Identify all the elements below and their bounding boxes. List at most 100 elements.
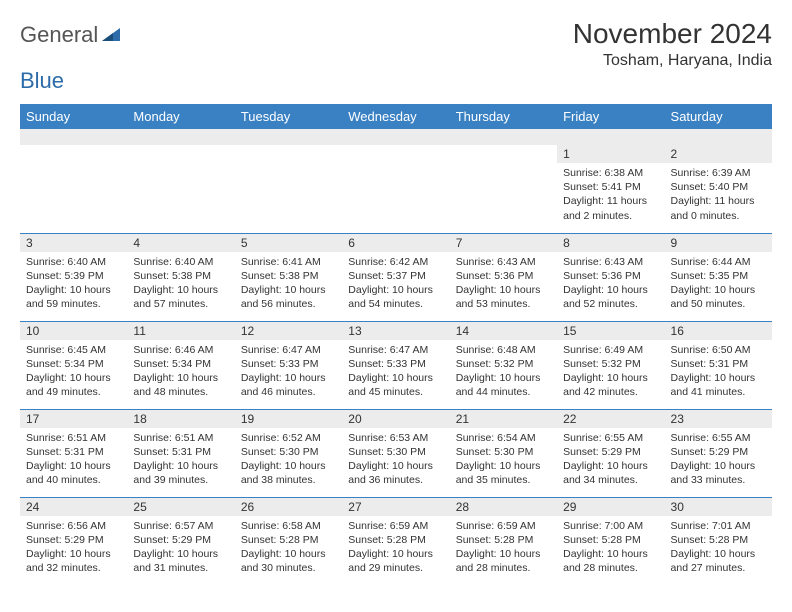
calendar-cell: 15Sunrise: 6:49 AMSunset: 5:32 PMDayligh…: [557, 321, 664, 409]
calendar-cell: 6Sunrise: 6:42 AMSunset: 5:37 PMDaylight…: [342, 233, 449, 321]
day-number: 17: [20, 410, 127, 428]
calendar-row: 1Sunrise: 6:38 AMSunset: 5:41 PMDaylight…: [20, 145, 772, 233]
day-details: Sunrise: 6:40 AMSunset: 5:38 PMDaylight:…: [127, 252, 234, 314]
calendar-cell: 26Sunrise: 6:58 AMSunset: 5:28 PMDayligh…: [235, 497, 342, 585]
day-number: 14: [450, 322, 557, 340]
day-number: 25: [127, 498, 234, 516]
day-number: 29: [557, 498, 664, 516]
weekday-header: Tuesday: [235, 104, 342, 129]
calendar-cell: [20, 145, 127, 233]
header-strip-row: [20, 129, 772, 145]
calendar-row: 17Sunrise: 6:51 AMSunset: 5:31 PMDayligh…: [20, 409, 772, 497]
day-number: 19: [235, 410, 342, 428]
calendar-cell: 23Sunrise: 6:55 AMSunset: 5:29 PMDayligh…: [665, 409, 772, 497]
day-number: 10: [20, 322, 127, 340]
day-number: 5: [235, 234, 342, 252]
day-number: 24: [20, 498, 127, 516]
day-number: 30: [665, 498, 772, 516]
calendar-cell: [127, 145, 234, 233]
day-number: 20: [342, 410, 449, 428]
day-details: Sunrise: 6:46 AMSunset: 5:34 PMDaylight:…: [127, 340, 234, 402]
calendar-cell: 13Sunrise: 6:47 AMSunset: 5:33 PMDayligh…: [342, 321, 449, 409]
logo: General: [20, 18, 122, 48]
calendar-cell: 24Sunrise: 6:56 AMSunset: 5:29 PMDayligh…: [20, 497, 127, 585]
calendar-cell: 18Sunrise: 6:51 AMSunset: 5:31 PMDayligh…: [127, 409, 234, 497]
day-details: Sunrise: 6:45 AMSunset: 5:34 PMDaylight:…: [20, 340, 127, 402]
calendar-cell: 9Sunrise: 6:44 AMSunset: 5:35 PMDaylight…: [665, 233, 772, 321]
day-number: 23: [665, 410, 772, 428]
calendar-cell: 3Sunrise: 6:40 AMSunset: 5:39 PMDaylight…: [20, 233, 127, 321]
day-number: 16: [665, 322, 772, 340]
day-details: Sunrise: 6:47 AMSunset: 5:33 PMDaylight:…: [235, 340, 342, 402]
day-details: Sunrise: 6:58 AMSunset: 5:28 PMDaylight:…: [235, 516, 342, 578]
calendar-cell: 29Sunrise: 7:00 AMSunset: 5:28 PMDayligh…: [557, 497, 664, 585]
weekday-header: Wednesday: [342, 104, 449, 129]
calendar-cell: 28Sunrise: 6:59 AMSunset: 5:28 PMDayligh…: [450, 497, 557, 585]
calendar-cell: 27Sunrise: 6:59 AMSunset: 5:28 PMDayligh…: [342, 497, 449, 585]
calendar-cell: 1Sunrise: 6:38 AMSunset: 5:41 PMDaylight…: [557, 145, 664, 233]
strip-cell: [342, 129, 449, 145]
month-title: November 2024: [573, 18, 772, 50]
day-number: 22: [557, 410, 664, 428]
day-number: 9: [665, 234, 772, 252]
calendar-cell: 20Sunrise: 6:53 AMSunset: 5:30 PMDayligh…: [342, 409, 449, 497]
weekday-header: Sunday: [20, 104, 127, 129]
day-details: Sunrise: 6:40 AMSunset: 5:39 PMDaylight:…: [20, 252, 127, 314]
calendar-row: 10Sunrise: 6:45 AMSunset: 5:34 PMDayligh…: [20, 321, 772, 409]
day-details: Sunrise: 6:52 AMSunset: 5:30 PMDaylight:…: [235, 428, 342, 490]
day-number: 27: [342, 498, 449, 516]
day-details: Sunrise: 6:42 AMSunset: 5:37 PMDaylight:…: [342, 252, 449, 314]
day-details: Sunrise: 6:51 AMSunset: 5:31 PMDaylight:…: [20, 428, 127, 490]
strip-cell: [20, 129, 127, 145]
calendar-table: SundayMondayTuesdayWednesdayThursdayFrid…: [20, 104, 772, 585]
day-details: Sunrise: 6:54 AMSunset: 5:30 PMDaylight:…: [450, 428, 557, 490]
calendar-cell: [450, 145, 557, 233]
calendar-cell: 4Sunrise: 6:40 AMSunset: 5:38 PMDaylight…: [127, 233, 234, 321]
calendar-cell: 11Sunrise: 6:46 AMSunset: 5:34 PMDayligh…: [127, 321, 234, 409]
calendar-cell: 16Sunrise: 6:50 AMSunset: 5:31 PMDayligh…: [665, 321, 772, 409]
day-details: Sunrise: 6:39 AMSunset: 5:40 PMDaylight:…: [665, 163, 772, 225]
day-details: Sunrise: 6:57 AMSunset: 5:29 PMDaylight:…: [127, 516, 234, 578]
day-details: Sunrise: 6:48 AMSunset: 5:32 PMDaylight:…: [450, 340, 557, 402]
calendar-cell: 8Sunrise: 6:43 AMSunset: 5:36 PMDaylight…: [557, 233, 664, 321]
day-number: 18: [127, 410, 234, 428]
day-number: 26: [235, 498, 342, 516]
day-details: Sunrise: 6:55 AMSunset: 5:29 PMDaylight:…: [557, 428, 664, 490]
logo-triangle-icon: [100, 26, 122, 44]
day-number: 3: [20, 234, 127, 252]
strip-cell: [665, 129, 772, 145]
calendar-cell: 14Sunrise: 6:48 AMSunset: 5:32 PMDayligh…: [450, 321, 557, 409]
day-details: Sunrise: 6:41 AMSunset: 5:38 PMDaylight:…: [235, 252, 342, 314]
strip-cell: [557, 129, 664, 145]
day-details: Sunrise: 6:44 AMSunset: 5:35 PMDaylight:…: [665, 252, 772, 314]
day-number: 4: [127, 234, 234, 252]
calendar-cell: 21Sunrise: 6:54 AMSunset: 5:30 PMDayligh…: [450, 409, 557, 497]
calendar-cell: 7Sunrise: 6:43 AMSunset: 5:36 PMDaylight…: [450, 233, 557, 321]
day-details: Sunrise: 6:56 AMSunset: 5:29 PMDaylight:…: [20, 516, 127, 578]
logo-text-blue: Blue: [20, 68, 64, 94]
day-number: 28: [450, 498, 557, 516]
strip-cell: [235, 129, 342, 145]
day-details: Sunrise: 6:43 AMSunset: 5:36 PMDaylight:…: [557, 252, 664, 314]
day-details: Sunrise: 6:51 AMSunset: 5:31 PMDaylight:…: [127, 428, 234, 490]
calendar-cell: 25Sunrise: 6:57 AMSunset: 5:29 PMDayligh…: [127, 497, 234, 585]
day-details: Sunrise: 6:53 AMSunset: 5:30 PMDaylight:…: [342, 428, 449, 490]
day-details: Sunrise: 6:38 AMSunset: 5:41 PMDaylight:…: [557, 163, 664, 225]
day-details: Sunrise: 6:47 AMSunset: 5:33 PMDaylight:…: [342, 340, 449, 402]
day-number: 13: [342, 322, 449, 340]
title-block: November 2024 Tosham, Haryana, India: [573, 18, 772, 70]
header: General November 2024 Tosham, Haryana, I…: [20, 18, 772, 70]
calendar-cell: 30Sunrise: 7:01 AMSunset: 5:28 PMDayligh…: [665, 497, 772, 585]
calendar-cell: 10Sunrise: 6:45 AMSunset: 5:34 PMDayligh…: [20, 321, 127, 409]
calendar-cell: 19Sunrise: 6:52 AMSunset: 5:30 PMDayligh…: [235, 409, 342, 497]
weekday-header: Monday: [127, 104, 234, 129]
day-details: Sunrise: 6:50 AMSunset: 5:31 PMDaylight:…: [665, 340, 772, 402]
day-number: 8: [557, 234, 664, 252]
day-details: Sunrise: 6:49 AMSunset: 5:32 PMDaylight:…: [557, 340, 664, 402]
calendar-cell: 2Sunrise: 6:39 AMSunset: 5:40 PMDaylight…: [665, 145, 772, 233]
day-number: 15: [557, 322, 664, 340]
calendar-body: 1Sunrise: 6:38 AMSunset: 5:41 PMDaylight…: [20, 129, 772, 585]
day-number: 11: [127, 322, 234, 340]
day-details: Sunrise: 6:59 AMSunset: 5:28 PMDaylight:…: [450, 516, 557, 578]
weekday-header: Saturday: [665, 104, 772, 129]
